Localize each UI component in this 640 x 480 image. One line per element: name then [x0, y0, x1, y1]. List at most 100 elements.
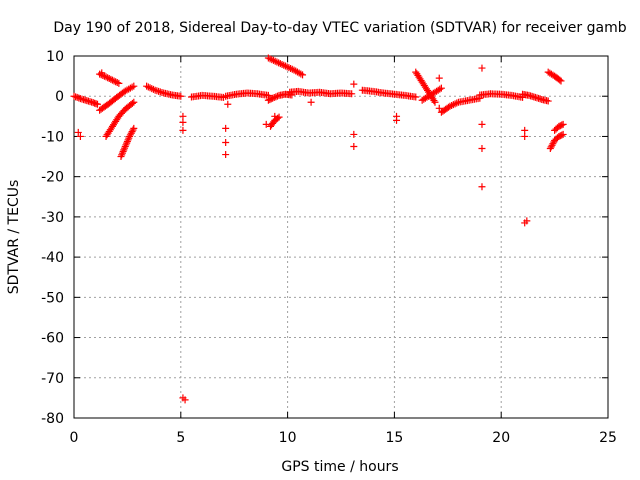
y-axis-label: SDTVAR / TECUs	[6, 180, 22, 295]
data-point	[181, 396, 189, 404]
data-point	[98, 69, 106, 77]
data-point	[120, 146, 128, 154]
data-point	[113, 79, 121, 87]
series-arc-r	[519, 90, 552, 105]
data-point	[275, 59, 283, 67]
data-point	[222, 124, 230, 132]
series-arc-d	[102, 98, 138, 140]
data-point	[124, 136, 132, 144]
series-arc-u	[551, 120, 567, 134]
data-point	[299, 71, 307, 79]
data-point	[146, 84, 154, 92]
data-point	[119, 148, 127, 156]
series-arc-n	[412, 68, 439, 106]
data-point	[523, 217, 531, 225]
data-point	[559, 130, 567, 138]
data-point	[435, 104, 443, 112]
data-point	[121, 143, 129, 150]
series-arc-m	[358, 86, 420, 101]
data-point	[558, 131, 566, 139]
data-point	[262, 120, 270, 128]
data-point	[276, 60, 284, 68]
data-point	[118, 151, 126, 159]
data-point	[222, 138, 230, 146]
data-point	[76, 132, 84, 140]
data-point	[268, 56, 276, 64]
data-point	[350, 143, 358, 150]
data-point	[74, 128, 82, 136]
data-point	[123, 137, 131, 145]
series-arc-g	[187, 91, 228, 101]
data-point	[122, 141, 130, 149]
data-point	[179, 118, 187, 126]
data-point	[269, 94, 277, 102]
y-tick-label: -70	[41, 371, 64, 387]
data-point	[72, 93, 80, 101]
data-point	[179, 126, 187, 134]
data-point	[273, 92, 281, 100]
data-layer	[70, 54, 567, 404]
data-point	[412, 93, 420, 101]
data-point	[144, 83, 152, 91]
data-point	[278, 60, 286, 68]
data-point	[549, 140, 557, 148]
series-arc-o	[418, 84, 445, 104]
series-arc-q	[476, 90, 527, 101]
series-arc-a	[70, 92, 101, 108]
data-point	[102, 73, 110, 81]
data-point	[115, 79, 123, 87]
data-point	[448, 101, 456, 109]
data-point	[270, 56, 278, 64]
data-point	[436, 85, 444, 93]
x-axis-label: GPS time / hours	[281, 459, 398, 475]
data-point	[104, 74, 112, 82]
data-point	[451, 100, 459, 108]
data-point	[129, 126, 137, 134]
data-point	[125, 134, 133, 142]
data-point	[548, 141, 556, 149]
y-tick-label: -80	[41, 411, 64, 427]
data-point	[271, 57, 279, 65]
data-point	[287, 64, 295, 72]
data-point	[446, 102, 454, 110]
data-point	[126, 132, 134, 140]
y-tick-label: -60	[41, 331, 64, 347]
data-point	[285, 64, 293, 72]
y-tick-label: -10	[41, 129, 64, 145]
series-arc-p	[437, 94, 484, 116]
data-point	[73, 93, 81, 101]
series-arc-e	[117, 124, 138, 161]
data-point	[143, 82, 151, 90]
data-point	[128, 99, 136, 107]
data-point	[75, 94, 83, 102]
tick-layer: 10 0 -10 -20 -30 -40 -50 -60 -70 -80 0 5 10 15 20 25	[41, 49, 617, 446]
data-point	[273, 58, 281, 66]
data-point	[130, 82, 138, 90]
y-tick-label: -40	[41, 250, 64, 266]
data-point	[272, 93, 280, 101]
series-arc-t	[546, 130, 567, 153]
x-tick-label: 20	[492, 430, 510, 446]
series-arc-i	[264, 54, 307, 79]
y-tick-label: -30	[41, 210, 64, 226]
data-point	[264, 54, 272, 62]
series-arc-l	[286, 87, 356, 98]
data-point	[123, 139, 131, 147]
data-point	[521, 126, 529, 134]
data-point	[544, 97, 552, 105]
data-point	[449, 101, 457, 109]
data-point	[478, 120, 486, 128]
data-point	[128, 128, 136, 136]
data-point	[179, 112, 187, 120]
data-point	[556, 76, 564, 84]
y-tick-label: 0	[55, 89, 64, 105]
data-point	[478, 145, 486, 153]
data-point	[149, 85, 157, 93]
data-point	[108, 76, 116, 84]
data-point	[110, 77, 118, 85]
data-point	[558, 121, 566, 129]
data-point	[280, 61, 288, 69]
x-tick-label: 0	[70, 430, 79, 446]
data-point	[350, 80, 358, 88]
